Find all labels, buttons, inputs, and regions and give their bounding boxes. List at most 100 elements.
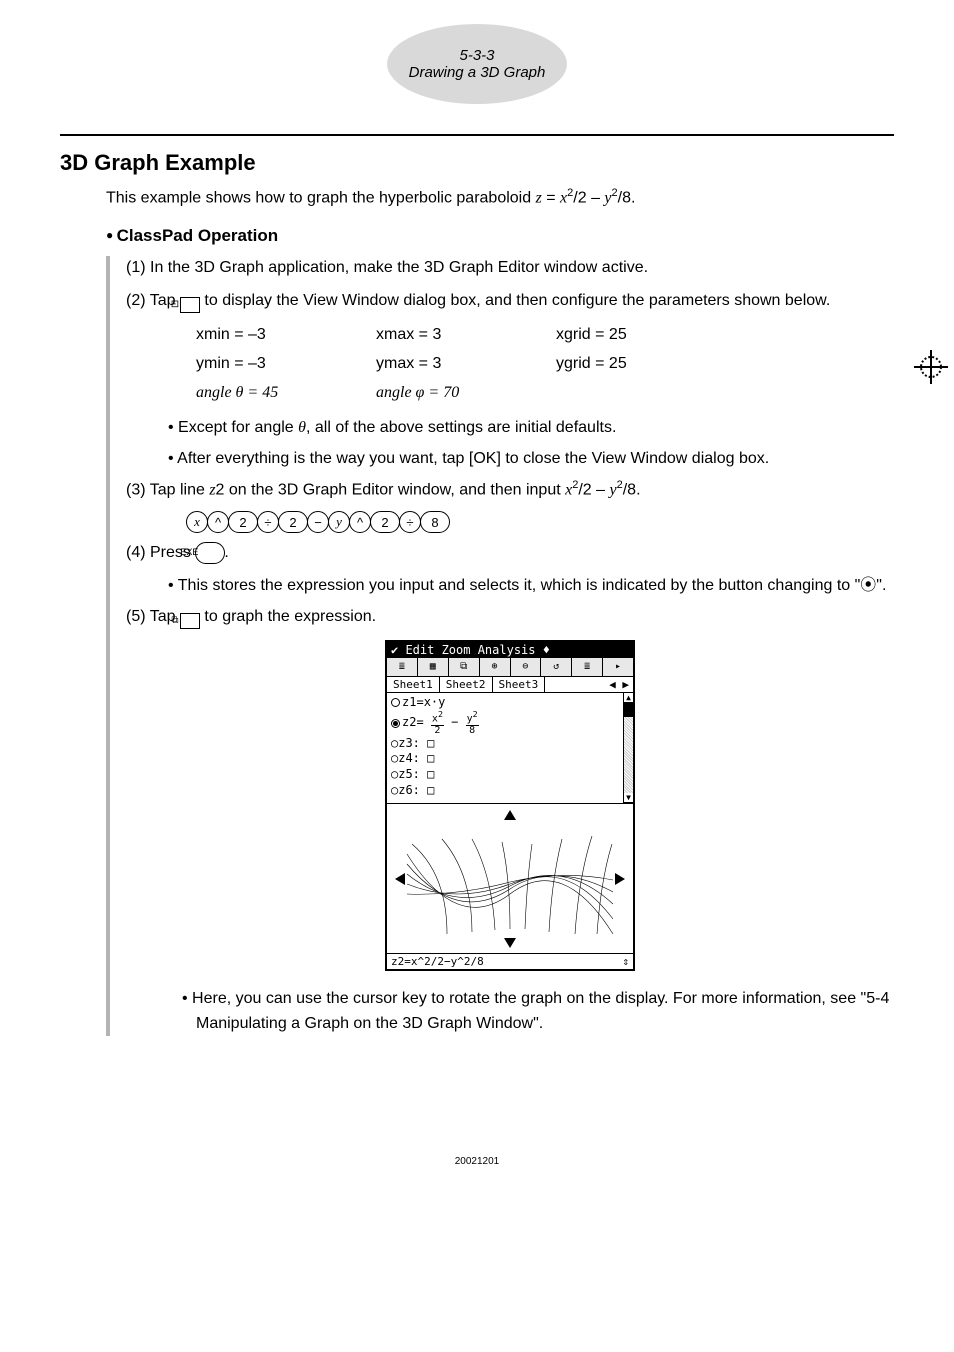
calc-scrollbar: ▲ ▼ xyxy=(623,693,633,803)
key-minus: − xyxy=(307,511,329,533)
z5-row: ○z5: □ xyxy=(391,767,629,783)
ygrid: ygrid = 25 xyxy=(556,350,716,379)
step3-a: (3) Tap line xyxy=(126,482,209,499)
z6-row: ○z6: □ xyxy=(391,783,629,799)
header-badge: 5-3-3 Drawing a 3D Graph xyxy=(387,24,567,104)
arrow-left-icon xyxy=(395,873,405,885)
steps-block: (1) In the 3D Graph application, make th… xyxy=(106,256,894,1037)
tb-btn-5: ⊖ xyxy=(511,658,542,676)
key-2-3: 2 xyxy=(370,511,400,533)
exe-key: EXE xyxy=(195,542,225,564)
key-div-1: ÷ xyxy=(257,511,279,533)
step-2-post: to display the View Window dialog box, a… xyxy=(204,292,830,309)
calc-toolbar: ≣ ▦ ⧉ ⊕ ⊖ ↺ ≣ ▸ xyxy=(387,658,633,677)
params-row-2: ymin = –3 ymax = 3 ygrid = 25 xyxy=(196,350,894,379)
step4-b: . xyxy=(224,544,228,561)
scroll-up-icon: ▲ xyxy=(624,693,633,703)
tb-btn-6: ↺ xyxy=(541,658,572,676)
xmax: xmax = 3 xyxy=(376,321,556,350)
sub-bullet-1: Except for angle θ, all of the above set… xyxy=(168,416,894,441)
sb1-theta: θ xyxy=(298,419,306,436)
z2-row: z2= x22 − y28 xyxy=(391,710,629,735)
step3-b: 2 on the 3D Graph Editor window, and the… xyxy=(216,482,566,499)
eq-d2: /8. xyxy=(618,189,636,206)
status-icon: ⇕ xyxy=(622,955,629,968)
status-expr: z2=x^2/2−y^2/8 xyxy=(391,955,484,968)
key-div-2: ÷ xyxy=(399,511,421,533)
final-note: Here, you can use the cursor key to rota… xyxy=(182,987,894,1037)
registration-mark-icon xyxy=(914,350,948,384)
key-x: x xyxy=(186,511,208,533)
hr-divider xyxy=(60,134,894,136)
calc-editor-list: z1=x·y z2= x22 − y28 ○z3: □ ○z4: □ ○z5: … xyxy=(387,693,633,803)
calc-sheet-tabs: Sheet1 Sheet2 Sheet3 ◀ ▶ xyxy=(387,677,633,693)
calc-graph-panel xyxy=(387,803,633,953)
step3-mid: /2 – xyxy=(578,482,609,499)
sheet-2: Sheet2 xyxy=(440,677,493,692)
key-y: y xyxy=(328,511,350,533)
intro-text: This example shows how to graph the hype… xyxy=(106,186,894,210)
page: 5-3-3 Drawing a 3D Graph 3D Graph Exampl… xyxy=(0,0,954,1207)
step3-y: y xyxy=(609,482,616,499)
params-row-3: angle θ = 45 angle φ = 70 xyxy=(196,379,894,408)
key-2-1: 2 xyxy=(228,511,258,533)
tb-btn-2: ▦ xyxy=(418,658,449,676)
key-8: 8 xyxy=(420,511,450,533)
xmin: xmin = –3 xyxy=(196,321,376,350)
eq-d1: /2 – xyxy=(573,189,604,206)
step-1-text: (1) In the 3D Graph application, make th… xyxy=(126,256,894,281)
step-2: (2) Tap ⊡ to display the View Window dia… xyxy=(126,289,894,314)
tb-btn-7: ≣ xyxy=(572,658,603,676)
param-empty xyxy=(556,379,716,408)
sub-bullet-2: After everything is the way you want, ta… xyxy=(168,447,894,472)
tb-btn-1: ≣ xyxy=(387,658,418,676)
calc-screen: ✔ Edit Zoom Analysis ♦ ≣ ▦ ⧉ ⊕ ⊖ ↺ ≣ ▸ S… xyxy=(385,640,635,971)
step-3: (3) Tap line z2 on the 3D Graph Editor w… xyxy=(126,477,894,503)
angle-phi: angle φ = 70 xyxy=(376,379,556,408)
arrow-up-icon xyxy=(504,810,516,820)
ymin: ymin = –3 xyxy=(196,350,376,379)
arrow-right-icon xyxy=(615,873,625,885)
z3-row: ○z3: □ xyxy=(391,736,629,752)
tb-btn-8: ▸ xyxy=(603,658,633,676)
xgrid: xgrid = 25 xyxy=(556,321,716,350)
key-caret-2: ^ xyxy=(349,511,371,533)
tb-btn-4: ⊕ xyxy=(480,658,511,676)
arrow-down-icon xyxy=(504,938,516,948)
ymax: ymax = 3 xyxy=(376,350,556,379)
angle-theta: angle θ = 45 xyxy=(196,379,376,408)
subsection-heading: ClassPad Operation xyxy=(106,226,894,246)
calc-menu-text: ✔ Edit Zoom Analysis ♦ xyxy=(391,643,550,657)
key-2-2: 2 xyxy=(278,511,308,533)
step-1: (1) In the 3D Graph application, make th… xyxy=(126,256,894,281)
z4-row: ○z4: □ xyxy=(391,751,629,767)
calc-status-bar: z2=x^2/2−y^2/8 ⇕ xyxy=(387,953,633,969)
scroll-track xyxy=(624,717,633,793)
sb1-a: Except for angle xyxy=(178,419,298,436)
step5-b: to graph the expression. xyxy=(204,608,376,625)
key-sequence: x^2÷2−y^2÷8 xyxy=(186,511,894,533)
eq-mid: = xyxy=(542,189,560,206)
step3-end: /8. xyxy=(623,482,641,499)
scroll-thumb xyxy=(624,703,633,717)
intro-pre: This example shows how to graph the hype… xyxy=(106,189,536,206)
scroll-down-icon: ▼ xyxy=(624,793,633,803)
sheet-3: Sheet3 xyxy=(493,677,546,692)
tb-btn-3: ⧉ xyxy=(449,658,480,676)
step-4: (4) Press EXE. xyxy=(126,541,894,566)
calc-menubar: ✔ Edit Zoom Analysis ♦ xyxy=(387,642,633,658)
sheet-1: Sheet1 xyxy=(387,677,440,692)
sb1-b: , all of the above settings are initial … xyxy=(306,419,616,436)
graph-icon: ⧉ xyxy=(180,613,200,629)
calculator-screenshot: ✔ Edit Zoom Analysis ♦ ≣ ▦ ⧉ ⊕ ⊖ ↺ ≣ ▸ S… xyxy=(126,640,894,971)
eq-y: y xyxy=(604,189,611,206)
page-title: 3D Graph Example xyxy=(60,150,894,176)
view-window-icon: ⊡ xyxy=(180,297,200,313)
key-caret-1: ^ xyxy=(207,511,229,533)
section-title: Drawing a 3D Graph xyxy=(409,64,546,81)
sheet-arrows: ◀ ▶ xyxy=(605,677,633,692)
section-number: 5-3-3 xyxy=(459,47,494,64)
sub-bullet-3: This stores the expression you input and… xyxy=(168,574,894,599)
step-5: (5) Tap ⧉ to graph the expression. xyxy=(126,605,894,630)
saddle-surface-icon xyxy=(387,804,633,952)
